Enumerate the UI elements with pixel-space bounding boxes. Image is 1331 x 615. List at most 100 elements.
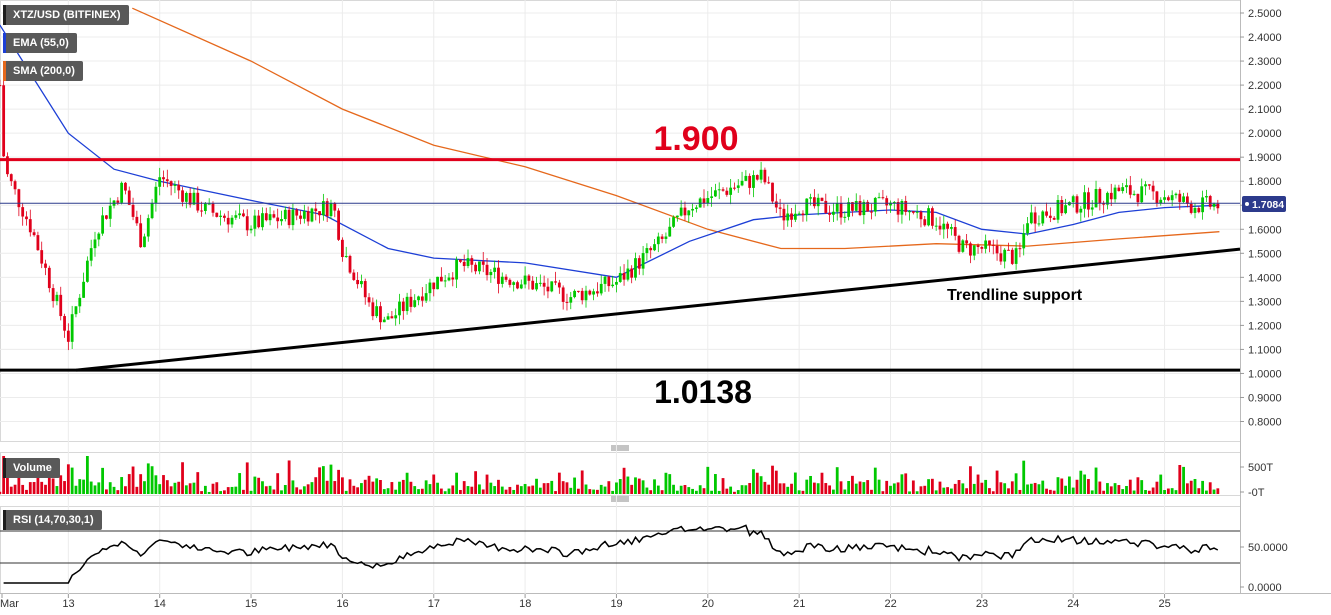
candle-body xyxy=(626,268,630,280)
volume-bar xyxy=(1140,480,1144,494)
volume-bar xyxy=(1060,478,1064,494)
volume-bar xyxy=(169,486,173,494)
volume-bar xyxy=(112,486,116,494)
volume-bar xyxy=(733,491,736,494)
sma-legend-label: SMA (200,0) xyxy=(13,65,75,77)
candle-body xyxy=(447,277,451,281)
candle-body xyxy=(1052,217,1056,220)
volume-bar xyxy=(923,485,927,494)
candle-body xyxy=(55,294,59,302)
volume-bar xyxy=(519,486,523,494)
volume-bar xyxy=(1185,483,1189,494)
candle-body xyxy=(725,190,729,195)
candle-body xyxy=(314,208,318,212)
volume-bar xyxy=(466,486,470,494)
candle-body xyxy=(580,290,584,301)
volume-bar xyxy=(672,484,675,494)
volume-bar xyxy=(124,486,127,494)
candle-body xyxy=(173,184,177,186)
candle-body xyxy=(1003,249,1007,262)
volume-bar xyxy=(108,482,112,494)
volume-bar xyxy=(1197,488,1201,494)
volume-bar xyxy=(1144,490,1147,494)
price-tick-label: 0.9000 xyxy=(1248,392,1282,404)
volume-bar xyxy=(565,482,569,494)
volume-bar xyxy=(200,491,203,494)
candle-body xyxy=(1007,249,1010,251)
volume-bar xyxy=(401,479,405,494)
candle-body xyxy=(953,227,957,236)
volume-bar xyxy=(386,488,390,494)
candle-body xyxy=(999,253,1003,262)
volume-bar xyxy=(820,472,824,494)
candle-body xyxy=(329,203,333,217)
volume-bar xyxy=(942,487,946,494)
volume-bar xyxy=(1174,490,1178,494)
price-tick-label: 1.0000 xyxy=(1248,368,1282,380)
volume-bar xyxy=(1216,488,1220,494)
candle-body xyxy=(101,215,105,234)
candle-body xyxy=(474,264,478,272)
candle-body xyxy=(70,314,74,342)
candle-body xyxy=(478,261,481,272)
volume-bar xyxy=(771,465,774,494)
candle-body xyxy=(721,189,725,191)
panel-resize-handle[interactable] xyxy=(611,445,629,451)
volume-bar xyxy=(363,479,367,494)
candle-body xyxy=(299,215,302,219)
volume-bar xyxy=(341,477,344,494)
volume-bar xyxy=(725,488,729,494)
sma-legend-tag[interactable]: SMA (200,0) xyxy=(3,61,83,81)
candle-body xyxy=(991,244,995,246)
time-tick-label: 13 xyxy=(62,598,74,610)
panel-resize-handle[interactable] xyxy=(611,496,629,502)
candle-body xyxy=(451,277,455,280)
candle-body xyxy=(972,245,976,256)
price-tick-label: 1.4000 xyxy=(1248,272,1282,284)
volume-bar xyxy=(645,487,649,494)
candle-body xyxy=(1140,186,1144,203)
candle-body xyxy=(0,85,2,87)
volume-bar xyxy=(1071,487,1075,494)
volume-bar xyxy=(6,470,9,494)
volume-bar xyxy=(683,484,687,494)
candle-body xyxy=(904,201,908,212)
volume-bar xyxy=(1163,490,1166,494)
candle-body xyxy=(710,196,714,199)
candle-body xyxy=(1010,249,1014,264)
volume-bar xyxy=(439,488,443,494)
candle-body xyxy=(885,198,889,206)
volume-bar xyxy=(413,486,417,494)
candle-body xyxy=(158,177,162,187)
candle-body xyxy=(801,213,805,216)
volume-bar xyxy=(801,490,805,494)
volume-bar xyxy=(93,485,97,494)
candle-body xyxy=(946,223,949,229)
time-tick-label: 22 xyxy=(885,598,897,610)
volume-bar xyxy=(333,481,337,494)
volume-bar xyxy=(97,482,101,494)
candle-body xyxy=(455,259,458,280)
volume-bar xyxy=(1022,460,1026,494)
candle-body xyxy=(866,201,870,212)
candle-body xyxy=(930,208,934,226)
candle-body xyxy=(230,217,234,225)
candle-body xyxy=(554,281,557,283)
candle-body xyxy=(139,223,143,248)
ema-legend-tag[interactable]: EMA (55,0) xyxy=(3,33,77,53)
candle-body xyxy=(630,268,634,278)
candle-body xyxy=(1064,205,1067,214)
volume-legend-tag[interactable]: Volume xyxy=(3,458,60,478)
volume-bar xyxy=(786,486,790,494)
symbol-legend-tag[interactable]: XTZ/USD (BITFINEX) xyxy=(3,5,129,25)
candle-body xyxy=(398,301,401,316)
volume-bar xyxy=(497,479,500,494)
candle-body xyxy=(569,297,573,303)
candle-body xyxy=(596,291,599,294)
rsi-legend-tag[interactable]: RSI (14,70,30,1) xyxy=(3,510,102,530)
candle-body xyxy=(752,175,755,188)
volume-bar xyxy=(626,476,630,494)
candle-body xyxy=(6,156,9,175)
candle-body xyxy=(154,186,158,203)
volume-bar xyxy=(55,486,59,494)
